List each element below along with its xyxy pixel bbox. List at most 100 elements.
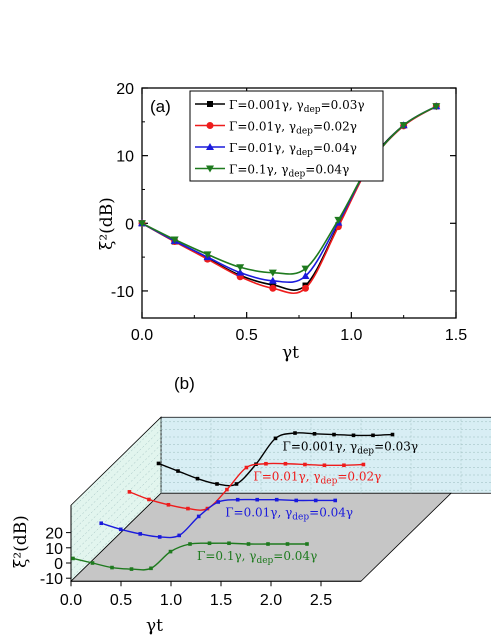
y-tick-label: 0 xyxy=(54,556,63,573)
data-point xyxy=(147,497,151,502)
data-point xyxy=(313,498,318,503)
series-label: Γ=0.1γ, γdep=0.04γ xyxy=(197,549,317,566)
side-grid-h xyxy=(70,482,162,571)
data-point xyxy=(177,533,182,538)
panel-b-series-labels: Γ=0.001γ, γdep=0.03γ Γ=0.01γ, γdep=0.02γ Γ… xyxy=(197,440,418,566)
legend-swatch-marker xyxy=(207,101,213,107)
data-point xyxy=(322,463,327,468)
data-point xyxy=(186,506,190,511)
data-point xyxy=(236,268,245,276)
data-point xyxy=(371,433,375,438)
side-grid-h xyxy=(70,421,162,510)
data-point xyxy=(399,122,408,130)
data-point xyxy=(234,482,239,486)
data-point xyxy=(138,220,146,228)
data-point xyxy=(269,284,277,292)
data-point xyxy=(312,432,317,436)
side-grid-h xyxy=(70,474,162,564)
side-grid-h xyxy=(70,490,162,579)
x-tick-label: 0.0 xyxy=(131,327,153,344)
data-point xyxy=(176,469,180,473)
data-point xyxy=(129,567,134,571)
panel-b-walls xyxy=(70,416,491,583)
data-point xyxy=(301,284,309,292)
series-label: Γ=0.01γ, γdep=0.02γ xyxy=(253,470,381,487)
data-point xyxy=(293,431,297,435)
data-point xyxy=(273,436,278,441)
y-tick-label: 10 xyxy=(45,541,63,558)
panel-b-ylabel: ξ²(dB) xyxy=(11,515,31,568)
panel-b-label: (b) xyxy=(174,374,195,393)
data-point xyxy=(157,535,162,539)
data-point xyxy=(351,433,356,438)
x-tick-label: 2.5 xyxy=(310,592,332,609)
x-tick-label: 0.0 xyxy=(60,592,82,609)
legend-label: Γ=0.001γ, γdep=0.03γ xyxy=(229,98,365,115)
series-label: Γ=0.01γ, γdep=0.04γ xyxy=(225,505,353,522)
panel-a: 0.0 0.5 1.0 1.5 -10 0 10 20 Γ=0.001γ, γdep=0.03… xyxy=(97,81,467,363)
x-tick-label: 1.5 xyxy=(445,327,467,344)
y-tick-label: 0 xyxy=(125,216,134,233)
data-point xyxy=(264,461,268,466)
data-point xyxy=(166,502,171,507)
data-point xyxy=(236,264,245,272)
data-point xyxy=(149,566,153,571)
side-grid-h xyxy=(70,436,162,526)
side-grid-h xyxy=(70,459,162,548)
data-point xyxy=(333,498,338,503)
side-grid-h xyxy=(70,452,162,541)
data-point xyxy=(196,514,201,519)
legend-label: Γ=0.01γ, γdep=0.04γ xyxy=(229,141,357,158)
y-tick-label: 20 xyxy=(116,81,134,98)
data-point xyxy=(266,542,270,546)
panel-a-label: (a) xyxy=(150,97,171,116)
panel-a-lines xyxy=(138,102,441,295)
data-point xyxy=(138,532,143,536)
data-point xyxy=(195,476,200,481)
data-point xyxy=(361,462,366,467)
x-tick-label: 2.0 xyxy=(260,592,282,609)
data-point xyxy=(216,500,221,504)
panel-a-ylabel: ξ²(dB) xyxy=(97,197,117,250)
series-line xyxy=(141,105,437,275)
data-point xyxy=(244,465,249,470)
data-point xyxy=(90,561,95,565)
legend-swatch-marker xyxy=(206,165,214,173)
data-point xyxy=(255,497,260,502)
data-point xyxy=(71,556,75,561)
data-point xyxy=(268,276,277,284)
y-tick-label: -10 xyxy=(111,284,134,301)
data-point xyxy=(305,542,309,546)
data-point xyxy=(390,432,395,437)
data-point xyxy=(301,272,310,280)
data-point xyxy=(285,542,290,546)
y-tick-label: 20 xyxy=(45,526,63,543)
y-tick-label: 10 xyxy=(116,149,134,166)
data-point xyxy=(303,462,307,467)
panel-b-lines xyxy=(71,431,395,571)
x-tick-label: 1.0 xyxy=(160,592,182,609)
x-tick-label: 0.5 xyxy=(236,327,258,344)
panel-b-xlabel: γt xyxy=(146,616,163,635)
data-point xyxy=(294,498,299,503)
data-point xyxy=(110,565,114,570)
data-point xyxy=(168,549,173,554)
data-point xyxy=(332,432,336,437)
data-point xyxy=(225,487,229,492)
data-point xyxy=(188,542,192,546)
data-point xyxy=(334,216,343,224)
data-point xyxy=(99,521,104,526)
legend-box xyxy=(189,90,384,182)
x-tick-label: 1.0 xyxy=(340,327,362,344)
legend-swatch-marker xyxy=(206,122,214,129)
data-point xyxy=(203,251,212,259)
panel-a-legend: Γ=0.001γ, γdep=0.03γ Γ=0.01γ, γdep=0.02γ Γ… xyxy=(189,90,384,182)
data-point xyxy=(127,490,132,494)
data-point xyxy=(227,541,231,546)
data-point xyxy=(432,103,441,111)
x-tick-label: 1.5 xyxy=(210,592,232,609)
y-tick-label: -10 xyxy=(40,571,63,588)
